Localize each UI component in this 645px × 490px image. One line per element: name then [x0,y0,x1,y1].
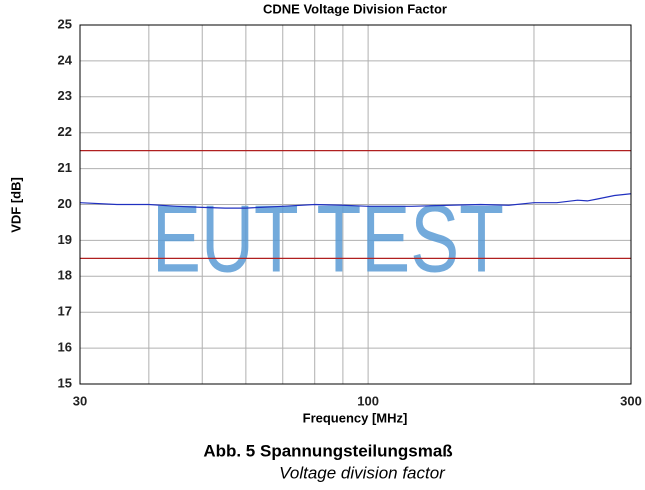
y-tick-label: 22 [58,124,72,139]
y-tick-label: 18 [58,268,72,283]
y-tick-label: 21 [58,160,72,175]
plot-frame [79,24,632,385]
x-tick-label: 300 [620,393,642,408]
y-tick-label: 25 [58,16,72,31]
y-tick-label: 19 [58,232,72,247]
subcaption: Voltage division factor [279,463,446,482]
chart-title: CDNE Voltage Division Factor [263,1,447,16]
x-tick-label: 100 [357,393,379,408]
watermark: EUT TEST [152,185,504,292]
x-tick-label: 30 [73,393,87,408]
y-axis-label: VDF [dB] [8,177,23,233]
y-tick-label: 17 [58,304,72,319]
y-tick-label: 20 [58,196,72,211]
y-tick-label: 23 [58,88,72,103]
caption: Abb. 5 Spannungsteilungsmaß [203,441,452,460]
x-axis-label: Frequency [MHz] [303,410,408,425]
series-line [79,193,632,209]
y-tick-label: 24 [58,52,73,67]
y-tick-label: 15 [58,375,72,390]
y-tick-label: 16 [58,340,72,355]
